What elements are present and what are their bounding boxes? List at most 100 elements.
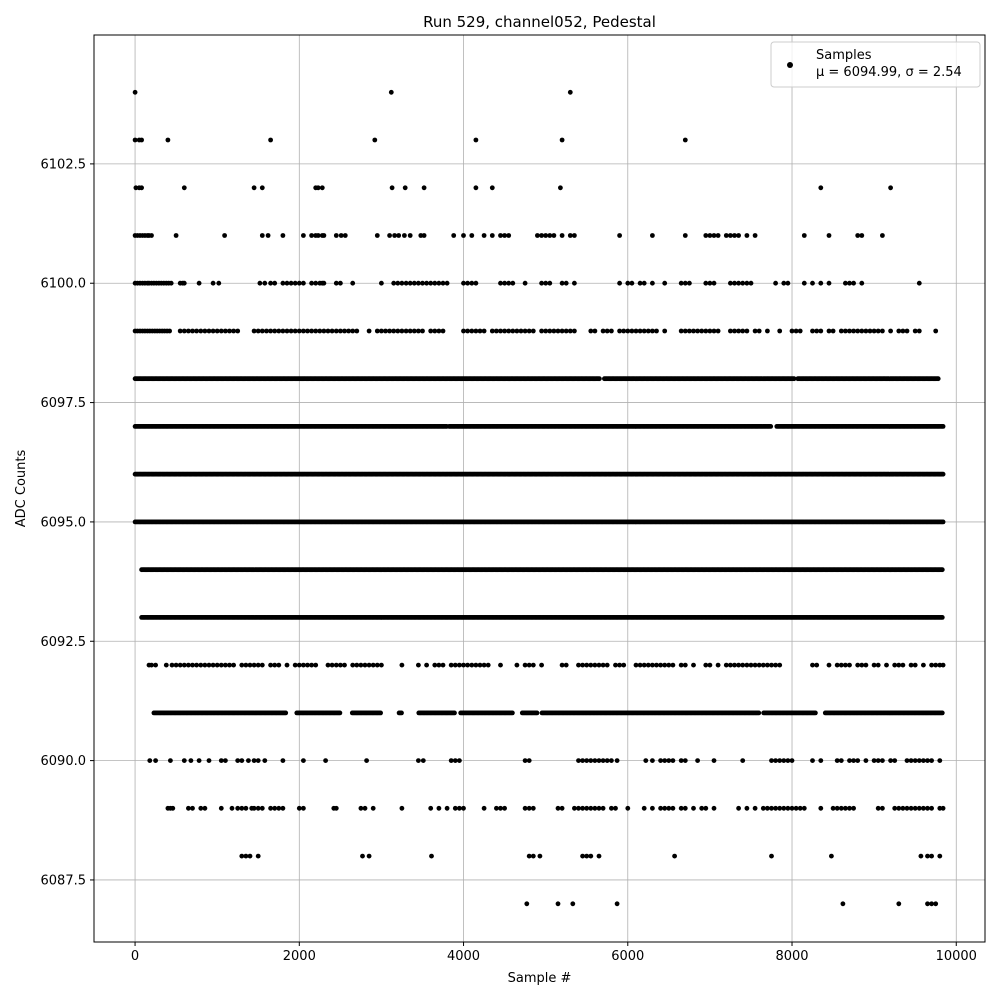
- data-point: [432, 328, 438, 334]
- data-point: [939, 567, 945, 573]
- data-point: [374, 328, 380, 334]
- data-point: [522, 280, 528, 286]
- data-point: [407, 233, 413, 238]
- data-point: [658, 662, 663, 668]
- data-point: [272, 280, 278, 286]
- data-point: [847, 280, 852, 286]
- data-point: [760, 662, 766, 668]
- data-point: [921, 662, 926, 668]
- data-point: [752, 328, 758, 334]
- data-point: [416, 280, 421, 286]
- data-point: [818, 280, 824, 286]
- data-point: [169, 662, 175, 668]
- data-point: [239, 662, 245, 668]
- data-point: [350, 662, 356, 668]
- data-point: [592, 662, 598, 668]
- data-point: [440, 280, 446, 286]
- data-point: [149, 233, 154, 238]
- data-point: [292, 280, 298, 286]
- data-point: [366, 328, 372, 334]
- data-point: [670, 662, 676, 668]
- data-point: [814, 662, 820, 668]
- data-point: [461, 280, 466, 286]
- data-point: [929, 662, 934, 668]
- data-point: [259, 662, 265, 668]
- data-point: [223, 662, 228, 668]
- data-point: [748, 662, 754, 668]
- data-point: [916, 280, 922, 286]
- data-point: [247, 662, 253, 668]
- data-point: [132, 89, 138, 95]
- data-point: [218, 662, 224, 668]
- data-point: [621, 662, 627, 668]
- data-point: [830, 328, 836, 334]
- data-point: [432, 280, 438, 286]
- data-point: [810, 280, 815, 286]
- data-point: [711, 280, 717, 286]
- data-point: [163, 662, 169, 668]
- data-point: [288, 280, 294, 286]
- data-point: [793, 328, 799, 334]
- data-point: [301, 662, 306, 668]
- data-point: [691, 662, 696, 668]
- data-point: [912, 328, 918, 334]
- data-point: [133, 185, 139, 191]
- data-point: [489, 233, 495, 238]
- data-point: [186, 662, 191, 668]
- data-point: [416, 328, 421, 334]
- data-point: [855, 328, 861, 334]
- data-point: [592, 328, 598, 334]
- data-point: [645, 662, 651, 668]
- data-point: [559, 233, 565, 238]
- data-point: [744, 328, 750, 334]
- data-point: [370, 662, 376, 668]
- data-point: [259, 328, 265, 334]
- data-point: [167, 328, 173, 334]
- data-point: [305, 328, 310, 334]
- data-point: [362, 662, 368, 668]
- data-point: [206, 328, 212, 334]
- data-point: [280, 280, 286, 286]
- data-point: [506, 328, 512, 334]
- data-point: [173, 233, 179, 238]
- data-point: [321, 280, 327, 286]
- data-point: [168, 280, 174, 286]
- data-point: [781, 280, 787, 286]
- data-point: [629, 280, 635, 286]
- data-point: [432, 662, 438, 668]
- data-point: [387, 328, 392, 334]
- data-point: [654, 328, 659, 334]
- data-point: [547, 328, 553, 334]
- data-point: [939, 710, 945, 716]
- data-point: [801, 280, 807, 286]
- data-point: [765, 328, 770, 334]
- data-point: [338, 233, 344, 238]
- data-point: [461, 662, 466, 668]
- data-point: [272, 328, 278, 334]
- data-point: [333, 328, 339, 334]
- data-point: [559, 137, 565, 143]
- data-point: [752, 233, 758, 238]
- data-point: [558, 185, 563, 191]
- data-point: [473, 662, 479, 668]
- data-point: [198, 328, 204, 334]
- data-point: [452, 662, 458, 668]
- data-point: [276, 662, 282, 668]
- data-point: [539, 662, 544, 668]
- data-point: [563, 280, 569, 286]
- data-point: [641, 280, 647, 286]
- data-point: [305, 662, 310, 668]
- data-point: [206, 662, 212, 668]
- data-point: [168, 758, 173, 763]
- data-point: [617, 233, 622, 238]
- data-point: [268, 137, 273, 143]
- data-point: [338, 662, 343, 668]
- data-point: [723, 233, 729, 238]
- data-point: [777, 662, 783, 668]
- data-point: [284, 280, 290, 286]
- data-point: [682, 233, 688, 238]
- data-point: [264, 328, 269, 334]
- data-point: [597, 376, 602, 382]
- data-point: [813, 710, 818, 716]
- data-point: [257, 280, 263, 286]
